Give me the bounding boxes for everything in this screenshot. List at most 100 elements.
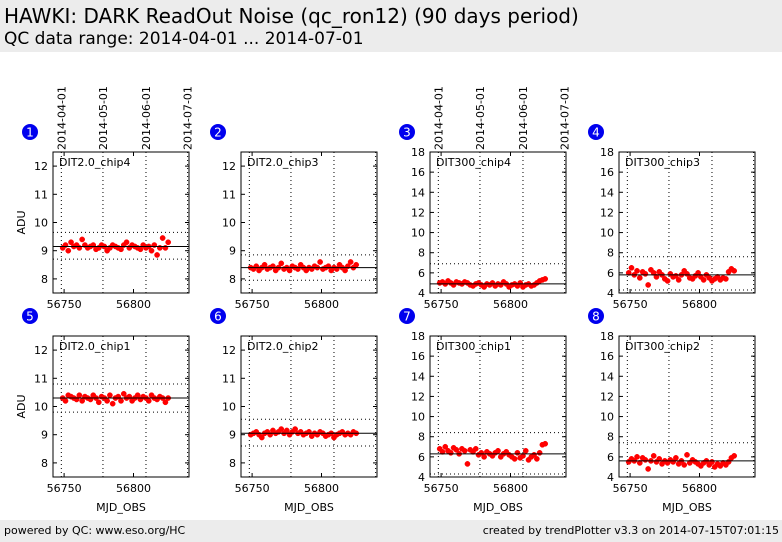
data-point xyxy=(664,278,671,284)
panel-label: DIT2.0_chip3 xyxy=(247,156,318,169)
page-title: HAWKI: DARK ReadOut Noise (qc_ron12) (90… xyxy=(4,4,579,28)
panel-label: DIT2.0_chip1 xyxy=(59,340,130,353)
panel-number-badge xyxy=(588,124,604,140)
data-point xyxy=(154,252,160,258)
header-bar: HAWKI: DARK ReadOut Noise (qc_ron12) (90… xyxy=(0,0,782,52)
data-point xyxy=(675,277,682,283)
x-tick-label: 56800 xyxy=(493,298,528,311)
panel-number-badge xyxy=(22,308,38,324)
data-point xyxy=(439,448,446,455)
data-point xyxy=(68,239,74,246)
date-tick-label: 2014-06-01 xyxy=(140,86,153,150)
panel-label: DIT300_chip4 xyxy=(436,156,511,169)
date-tick-label: 2014-04-01 xyxy=(432,86,445,150)
y-tick-label: 11 xyxy=(34,188,48,201)
data-point xyxy=(634,454,640,460)
panel-6: 8 9 10 11 12 56750 56800 DIT2.0_chip2 MJD_OBS 6 xyxy=(210,308,378,514)
data-point xyxy=(645,282,651,288)
panel-number-badge xyxy=(210,308,226,324)
data-point xyxy=(464,461,471,467)
date-tick-label: 2014-05-01 xyxy=(474,86,487,150)
data-point xyxy=(118,398,124,404)
data-point xyxy=(104,398,110,404)
x-axis-label: MJD_OBS xyxy=(284,501,334,514)
x-tick-label: 56750 xyxy=(613,298,648,311)
x-tick-label: 56750 xyxy=(47,298,82,311)
x-tick-label: 56750 xyxy=(235,482,270,495)
y-tick-label: 11 xyxy=(34,372,48,385)
y-tick-label: 9 xyxy=(229,429,236,442)
data-point xyxy=(650,453,657,459)
panel-number: 7 xyxy=(403,310,411,324)
y-tick-label: 8 xyxy=(41,273,48,286)
panel-7: 4 6 8 10 12 14 16 18 56750 56800 DIT300_chip1 MJD_O… xyxy=(399,308,567,514)
panel-number: 3 xyxy=(403,126,411,140)
x-tick-label: 56750 xyxy=(424,298,459,311)
data-point xyxy=(353,261,360,268)
page-subtitle: QC data range: 2014-04-01 ... 2014-07-01 xyxy=(4,29,364,49)
panel-3: 4 6 8 10 12 14 16 18 56750 56800 DIT300_chip4 3 2014… xyxy=(399,86,572,311)
data-point xyxy=(76,392,83,399)
x-tick-label: 56750 xyxy=(424,482,459,495)
y-tick-label: 10 xyxy=(34,401,48,414)
x-tick-label: 56800 xyxy=(304,298,339,311)
panel-1: 8 9 10 11 12 56750 56800 DIT2.0_chip4 ADU 1 2014-0… xyxy=(15,86,195,311)
y-tick-label: 6 xyxy=(418,267,425,280)
data-point xyxy=(536,449,543,456)
panel-label: DIT300_chip2 xyxy=(625,340,700,353)
y-tick-label: 12 xyxy=(600,390,614,403)
footer-bar: powered by QC: www.eso.org/HC created by… xyxy=(0,520,782,542)
data-point xyxy=(650,270,657,276)
data-point xyxy=(109,400,116,407)
data-point xyxy=(731,267,738,274)
x-tick-label: 56750 xyxy=(235,298,270,311)
y-tick-label: 12 xyxy=(222,344,236,357)
x-axis-label: MJD_OBS xyxy=(96,501,146,514)
panel-label: DIT2.0_chip2 xyxy=(247,340,318,353)
data-point xyxy=(636,275,643,281)
y-tick-label: 11 xyxy=(222,372,236,385)
data-point xyxy=(522,447,529,454)
data-point xyxy=(258,434,265,441)
x-tick-label: 56750 xyxy=(613,482,648,495)
y-tick-label: 9 xyxy=(41,429,48,442)
data-point xyxy=(645,466,651,472)
y-tick-label: 8 xyxy=(41,457,48,470)
y-tick-label: 14 xyxy=(600,186,614,199)
panel-number: 8 xyxy=(592,310,600,324)
data-point xyxy=(520,453,526,459)
y-tick-label: 14 xyxy=(411,186,425,199)
y-tick-label: 9 xyxy=(41,245,48,258)
data-point xyxy=(148,247,155,254)
data-point xyxy=(442,443,449,450)
y-tick-label: 9 xyxy=(229,245,236,258)
data-point xyxy=(636,460,643,466)
y-tick-label: 8 xyxy=(607,431,614,444)
y-tick-label: 10 xyxy=(222,217,236,230)
data-point xyxy=(534,456,540,462)
data-point xyxy=(642,457,649,463)
y-tick-label: 8 xyxy=(418,431,425,444)
panel-number-badge xyxy=(22,124,38,140)
panel-number: 1 xyxy=(26,126,34,140)
date-tick-label: 2014-06-01 xyxy=(517,86,530,150)
x-tick-label: 56800 xyxy=(116,482,151,495)
y-tick-label: 14 xyxy=(411,370,425,383)
y-tick-label: 6 xyxy=(607,267,614,280)
x-axis-label: MJD_OBS xyxy=(473,501,523,514)
data-point xyxy=(347,259,354,265)
y-tick-label: 10 xyxy=(222,401,236,414)
data-point xyxy=(165,239,172,246)
x-tick-label: 56800 xyxy=(304,482,339,495)
data-point xyxy=(472,445,479,452)
plot-grid: 8 9 10 11 12 56750 56800 DIT2.0_chip4 ADU 1 2014-0… xyxy=(15,86,756,514)
y-tick-label: 4 xyxy=(418,287,425,300)
x-tick-label: 56800 xyxy=(682,482,717,495)
panel-number: 4 xyxy=(592,126,600,140)
data-point xyxy=(628,264,635,271)
plot-frame xyxy=(52,335,190,478)
data-point xyxy=(723,276,729,282)
y-tick-label: 12 xyxy=(600,206,614,219)
y-tick-label: 16 xyxy=(411,350,425,363)
data-point xyxy=(684,451,690,458)
